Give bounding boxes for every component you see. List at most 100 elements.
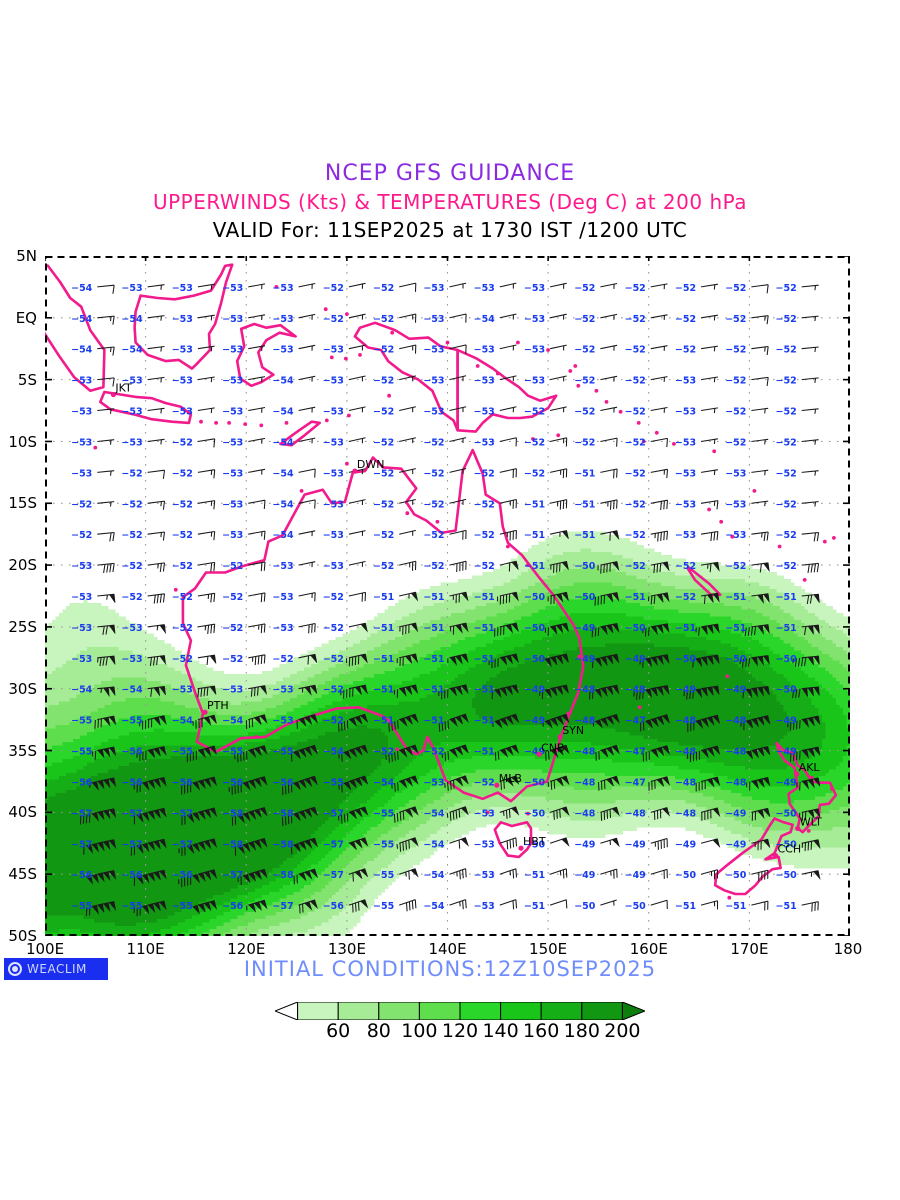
y-tick-label: EQ (15, 308, 37, 327)
svg-text:−53: −53 (725, 499, 746, 510)
svg-text:−54: −54 (272, 407, 294, 418)
svg-text:−50: −50 (524, 778, 546, 789)
svg-text:−55: −55 (373, 901, 394, 912)
weaclim-logo[interactable]: WEACLIM (4, 958, 108, 980)
svg-text:−52: −52 (574, 438, 595, 449)
y-tick-label: 15S (8, 494, 37, 513)
svg-text:−53: −53 (222, 345, 243, 356)
y-axis-labels: 5N EQ 5S 10S 15S 20S 25S 30S 35S 40S 45S… (0, 247, 45, 945)
svg-text:−56: −56 (71, 778, 93, 789)
svg-text:−51: −51 (776, 623, 797, 634)
svg-text:JKT: JKT (114, 382, 132, 395)
svg-text:−50: −50 (574, 561, 596, 572)
svg-text:−54: −54 (222, 716, 244, 727)
svg-text:−54: −54 (423, 808, 445, 819)
y-tick-label: 45S (8, 865, 37, 884)
svg-text:−53: −53 (323, 530, 344, 541)
svg-text:−53: −53 (71, 654, 92, 665)
chart-subtitle-parameters: UPPERWINDS (Kts) & TEMPERATURES (Deg C) … (152, 190, 748, 214)
svg-text:−53: −53 (323, 468, 344, 479)
svg-text:−51: −51 (524, 530, 545, 541)
svg-text:−53: −53 (222, 685, 243, 696)
weather-map-canvas: −54 −53 −53 −53 −53 −52 −52 −53 −53 −53 −52 −52 −52 −… (45, 256, 850, 936)
svg-text:−52: −52 (474, 561, 495, 572)
svg-text:−50: −50 (776, 808, 798, 819)
svg-text:−54: −54 (423, 870, 445, 881)
svg-text:−49: −49 (725, 685, 746, 696)
svg-text:−49: −49 (675, 839, 696, 850)
map-plot-area[interactable]: −54 −53 −53 −53 −53 −52 −52 −53 −53 −53 −52 −52 −52 −… (45, 256, 850, 936)
svg-text:−53: −53 (725, 530, 746, 541)
svg-text:−51: −51 (524, 499, 545, 510)
y-tick-label: 50S (8, 927, 37, 945)
svg-text:−50: −50 (776, 839, 798, 850)
svg-text:−51: −51 (524, 561, 545, 572)
svg-text:−51: −51 (474, 716, 495, 727)
svg-text:−52: −52 (625, 283, 646, 294)
svg-text:−50: −50 (524, 808, 546, 819)
y-tick-label: 40S (8, 803, 37, 822)
svg-text:−53: −53 (272, 685, 293, 696)
svg-text:−52: −52 (323, 592, 344, 603)
svg-text:−54: −54 (323, 747, 345, 758)
svg-text:−55: −55 (222, 747, 243, 758)
svg-text:−54: −54 (71, 345, 93, 356)
svg-text:−47: −47 (625, 747, 646, 758)
svg-text:−53: −53 (172, 345, 193, 356)
svg-text:−50: −50 (776, 870, 798, 881)
svg-text:−48: −48 (675, 808, 697, 819)
svg-text:−53: −53 (323, 499, 344, 510)
svg-text:−53: −53 (423, 376, 444, 387)
svg-text:−53: −53 (423, 778, 444, 789)
svg-text:−50: −50 (725, 654, 747, 665)
svg-text:−52: −52 (323, 685, 344, 696)
svg-text:−52: −52 (373, 283, 394, 294)
svg-text:−54: −54 (272, 499, 294, 510)
svg-text:−56: −56 (222, 901, 244, 912)
svg-text:−53: −53 (524, 345, 545, 356)
svg-text:−55: −55 (121, 716, 142, 727)
svg-text:−49: −49 (725, 808, 746, 819)
svg-text:−56: −56 (71, 870, 93, 881)
svg-text:−52: −52 (172, 499, 193, 510)
svg-text:−52: −52 (675, 592, 696, 603)
svg-text:−47: −47 (625, 716, 646, 727)
svg-text:−53: −53 (272, 623, 293, 634)
colorbar-tick: 60 (326, 1020, 351, 1042)
svg-text:−57: −57 (323, 839, 344, 850)
colorbar-tick: 200 (604, 1020, 641, 1042)
svg-text:−53: −53 (675, 407, 696, 418)
svg-text:−56: −56 (121, 778, 143, 789)
svg-text:−53: −53 (675, 499, 696, 510)
svg-text:−49: −49 (625, 870, 646, 881)
chart-title-block: NCEP GFS GUIDANCE UPPERWINDS (Kts) & TEM… (0, 160, 900, 244)
svg-text:PTH: PTH (207, 699, 229, 712)
svg-text:−53: −53 (323, 407, 344, 418)
svg-text:−51: −51 (776, 901, 797, 912)
svg-text:−52: −52 (323, 314, 344, 325)
svg-text:−52: −52 (323, 283, 344, 294)
svg-text:−57: −57 (323, 870, 344, 881)
svg-text:−48: −48 (725, 778, 747, 789)
svg-text:−50: −50 (574, 592, 596, 603)
windspeed-colorbar[interactable] (275, 1002, 645, 1020)
svg-text:−49: −49 (776, 716, 797, 727)
svg-text:−51: −51 (373, 716, 394, 727)
svg-text:−52: −52 (373, 561, 394, 572)
svg-text:−53: −53 (71, 468, 92, 479)
svg-text:−52: −52 (222, 623, 243, 634)
svg-text:−48: −48 (625, 685, 647, 696)
svg-text:−53: −53 (272, 314, 293, 325)
svg-text:−48: −48 (675, 747, 697, 758)
svg-text:−58: −58 (222, 808, 244, 819)
svg-text:−54: −54 (121, 314, 143, 325)
svg-text:−52: −52 (625, 407, 646, 418)
y-tick-label: 5S (17, 370, 37, 389)
svg-text:−52: −52 (625, 530, 646, 541)
svg-text:−52: −52 (222, 654, 243, 665)
colorbar-tick: 160 (523, 1020, 560, 1042)
svg-text:−50: −50 (574, 901, 596, 912)
svg-text:−52: −52 (574, 314, 595, 325)
svg-text:−52: −52 (625, 468, 646, 479)
lat-lon-gridlines (45, 256, 850, 936)
